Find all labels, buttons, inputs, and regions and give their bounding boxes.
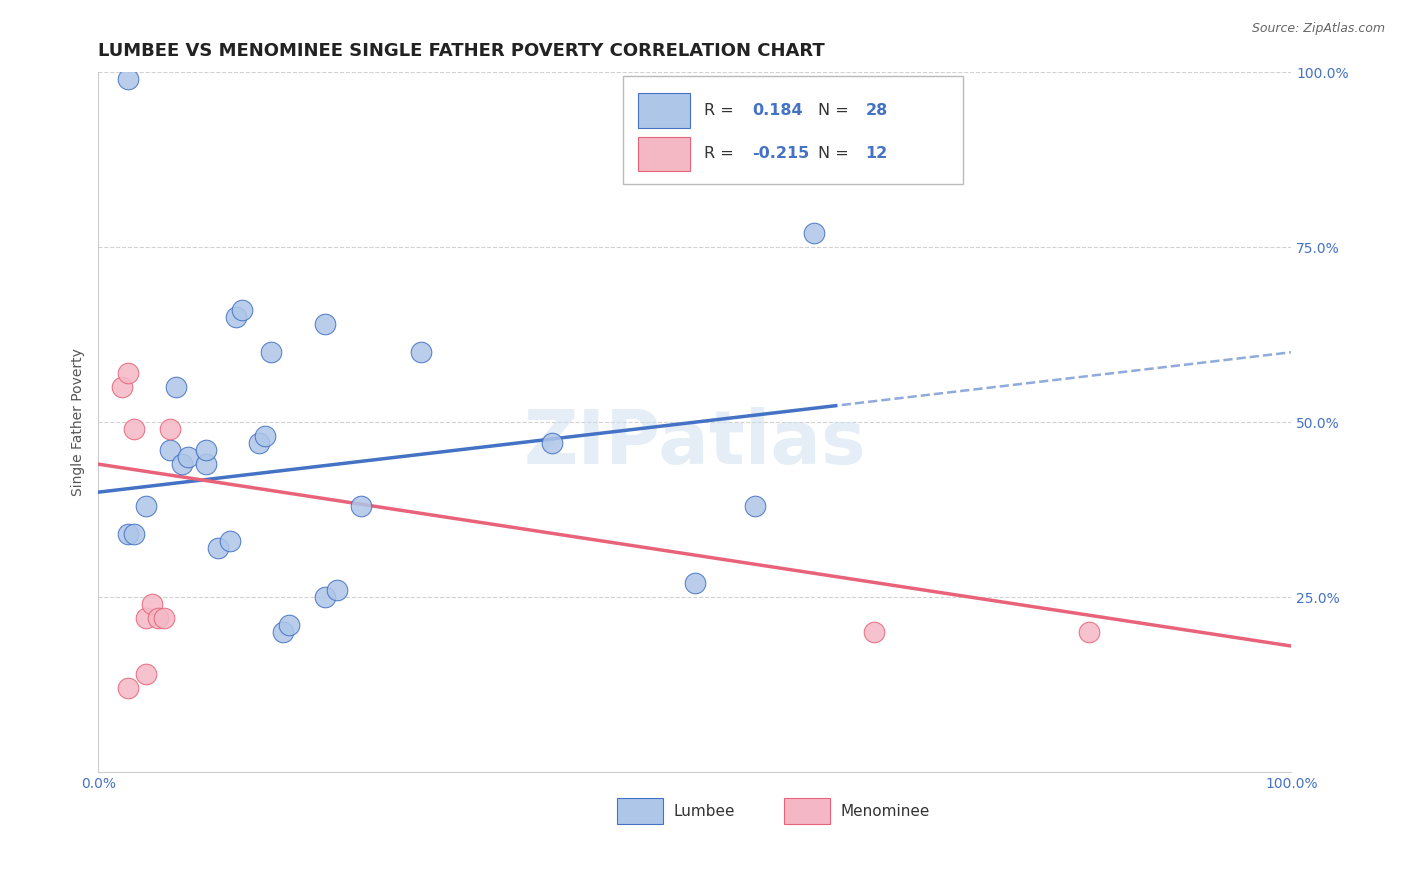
Point — [117, 681, 139, 695]
Point — [122, 422, 145, 436]
Text: R =: R = — [704, 146, 740, 161]
Text: 28: 28 — [866, 103, 887, 118]
Text: LUMBEE VS MENOMINEE SINGLE FATHER POVERTY CORRELATION CHART: LUMBEE VS MENOMINEE SINGLE FATHER POVERT… — [98, 42, 825, 60]
FancyBboxPatch shape — [638, 93, 690, 128]
Point — [314, 590, 336, 604]
FancyBboxPatch shape — [785, 797, 830, 824]
Point — [862, 625, 884, 640]
Point — [207, 541, 229, 555]
Point — [135, 611, 157, 625]
Point — [260, 345, 283, 359]
Point — [314, 318, 336, 332]
Point — [117, 366, 139, 380]
Point — [803, 227, 825, 241]
Point — [231, 303, 253, 318]
Point — [135, 499, 157, 513]
Point — [141, 597, 163, 611]
FancyBboxPatch shape — [623, 76, 963, 185]
Point — [165, 380, 187, 394]
Point — [170, 457, 193, 471]
FancyBboxPatch shape — [617, 797, 662, 824]
Y-axis label: Single Father Poverty: Single Father Poverty — [72, 348, 86, 496]
Point — [744, 499, 766, 513]
Point — [1077, 625, 1099, 640]
FancyBboxPatch shape — [638, 136, 690, 171]
Point — [159, 422, 181, 436]
Text: Menominee: Menominee — [841, 804, 929, 819]
Point — [273, 625, 295, 640]
Text: N =: N = — [818, 103, 853, 118]
Point — [135, 667, 157, 681]
Point — [350, 499, 373, 513]
Point — [278, 618, 301, 632]
Point — [146, 611, 169, 625]
Point — [111, 380, 134, 394]
Text: 0.184: 0.184 — [752, 103, 803, 118]
Text: N =: N = — [818, 146, 853, 161]
Point — [326, 583, 349, 598]
Text: Source: ZipAtlas.com: Source: ZipAtlas.com — [1251, 22, 1385, 36]
Text: 12: 12 — [866, 146, 887, 161]
Point — [117, 72, 139, 87]
Text: R =: R = — [704, 103, 740, 118]
Point — [159, 443, 181, 458]
Text: ZIPatlas: ZIPatlas — [523, 407, 866, 480]
Point — [194, 443, 217, 458]
Point — [177, 450, 200, 465]
Text: Lumbee: Lumbee — [673, 804, 735, 819]
Point — [194, 457, 217, 471]
Text: -0.215: -0.215 — [752, 146, 810, 161]
Point — [683, 576, 706, 591]
Point — [254, 429, 277, 443]
Point — [153, 611, 176, 625]
Point — [540, 436, 562, 450]
Point — [409, 345, 432, 359]
Point — [249, 436, 271, 450]
Point — [218, 534, 240, 549]
Point — [225, 310, 247, 325]
Point — [117, 527, 139, 541]
Point — [122, 527, 145, 541]
